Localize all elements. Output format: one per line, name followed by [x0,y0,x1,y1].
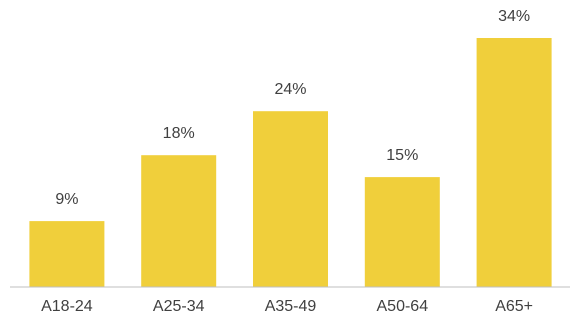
value-label: 34% [498,8,530,25]
value-label: 18% [163,125,195,142]
value-label: 9% [55,191,78,208]
bar-a50-64 [364,177,440,287]
x-tick-label: A18-24 [41,298,93,315]
value-labels-layer: 9% 18% 24% 15% 34% [55,8,530,208]
bar-a18-24 [29,221,105,287]
x-tick-label: A65+ [495,298,533,315]
bar-a25-34 [141,155,217,287]
value-label: 24% [274,81,306,98]
bars-layer [29,38,552,287]
x-tick-label: A25-34 [153,298,205,315]
value-label: 15% [386,147,418,164]
x-tick-label: A35-49 [265,298,317,315]
bar-a35-49 [253,111,328,287]
x-tick-label: A50-64 [377,298,429,315]
x-tick-labels-layer: A18-24 A25-34 A35-49 A50-64 A65+ [41,298,533,315]
bar-a65- [476,38,552,287]
